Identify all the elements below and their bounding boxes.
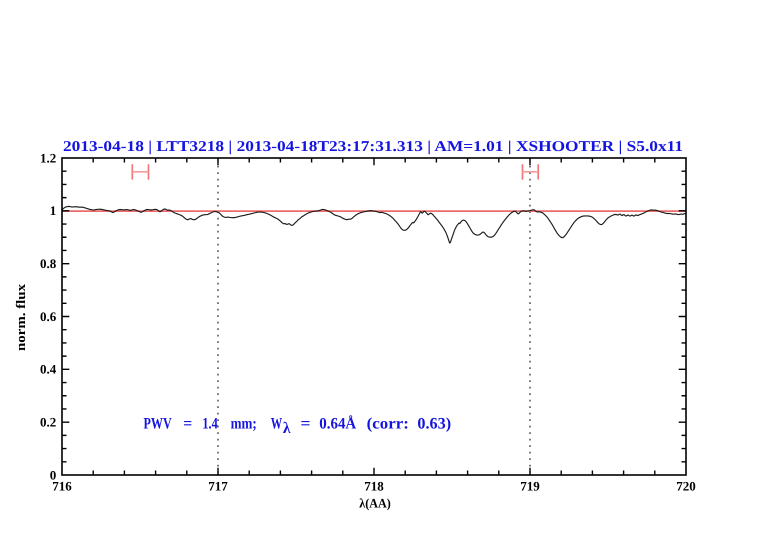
svg-text:0.4: 0.4 <box>40 362 57 377</box>
svg-text:=: = <box>183 415 192 432</box>
svg-text:0.2: 0.2 <box>40 415 56 430</box>
svg-text:717: 717 <box>208 478 228 493</box>
svg-text:719: 719 <box>520 478 540 493</box>
svg-text:0: 0 <box>50 467 57 482</box>
svg-text:λ(AA): λ(AA) <box>359 496 391 511</box>
svg-text:(corr:: (corr: <box>367 415 409 432</box>
svg-text:mm;: mm; <box>231 415 257 432</box>
svg-text:720: 720 <box>676 478 696 493</box>
svg-text:2013-04-18 | LTT3218 | 2013-04: 2013-04-18 | LTT3218 | 2013-04-18T23:17:… <box>63 139 683 155</box>
svg-text:1: 1 <box>50 203 57 218</box>
svg-text:norm. flux: norm. flux <box>13 283 28 351</box>
svg-text:0.6: 0.6 <box>40 309 57 324</box>
svg-text:716: 716 <box>52 478 72 493</box>
svg-text:0.64Å: 0.64Å <box>319 414 356 432</box>
svg-text:=: = <box>301 415 311 432</box>
svg-text:PWV: PWV <box>144 415 173 432</box>
svg-text:718: 718 <box>364 478 384 493</box>
svg-text:1.4: 1.4 <box>202 415 217 432</box>
svg-text:1.2: 1.2 <box>40 150 56 165</box>
svg-text:0.63): 0.63) <box>417 415 451 432</box>
svg-text:λ: λ <box>283 420 291 437</box>
svg-text:0.8: 0.8 <box>40 256 57 271</box>
svg-text:W: W <box>271 415 282 432</box>
